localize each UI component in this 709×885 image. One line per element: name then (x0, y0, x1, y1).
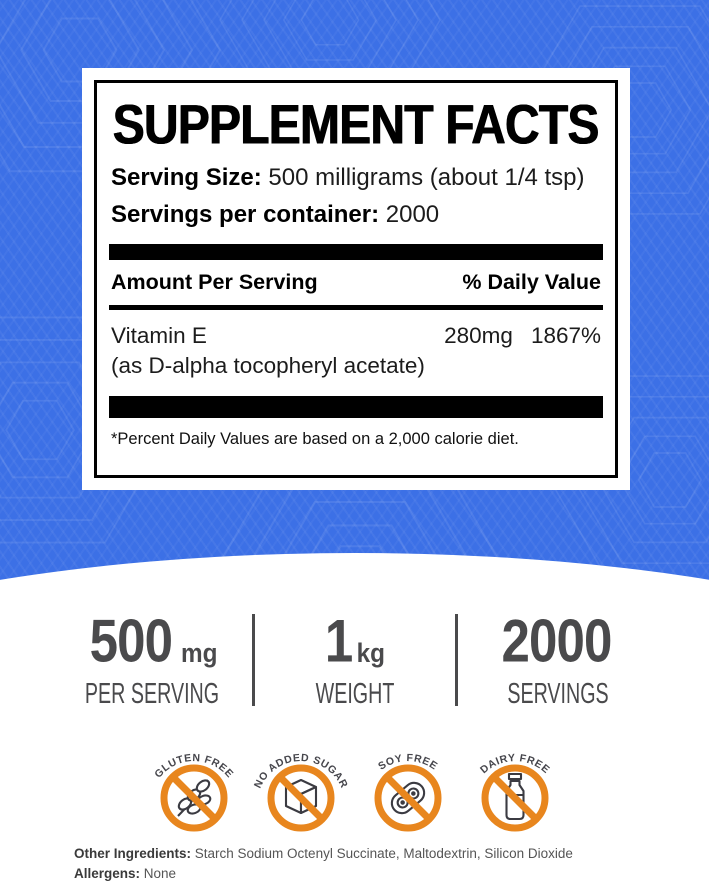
divider-bar-thick (109, 244, 603, 260)
nutrient-amount: 280mg (444, 323, 513, 348)
stat-unit: kg (356, 638, 385, 668)
soy-free-badge: SOY FREE (374, 752, 442, 832)
hero-blue-background: SUPPLEMENT FACTS Serving Size: 500 milli… (0, 0, 709, 600)
other-ingredients-value: Starch Sodium Octenyl Succinate, Maltode… (191, 846, 573, 861)
servings-per-container-line: Servings per container: 2000 (111, 201, 601, 229)
ingredients-footer: Other Ingredients: Starch Sodium Octenyl… (74, 844, 709, 885)
stat-value: 500 (89, 607, 173, 676)
daily-value-footnote: *Percent Daily Values are based on a 2,0… (111, 430, 519, 448)
stat-caption: WEIGHT (315, 678, 394, 710)
supplement-facts-title: SUPPLEMENT FACTS (113, 93, 600, 156)
allergens-value: None (140, 866, 177, 882)
allergens-line: Allergens: None (74, 864, 709, 884)
supplement-facts-border-box: SUPPLEMENT FACTS Serving Size: 500 milli… (94, 80, 618, 478)
stat-unit: mg (180, 638, 218, 668)
allergens-label: Allergens: (74, 866, 141, 882)
nutrient-name: Vitamin E (111, 323, 207, 348)
divider-bar-thick-bottom (109, 396, 603, 418)
stat-caption: PER SERVING (84, 678, 219, 710)
divider-rule-thin (109, 305, 603, 310)
amount-per-serving-header: Amount Per Serving (111, 270, 318, 294)
stat-servings: 2000 SERVINGS (460, 607, 656, 710)
servings-value: 2000 (379, 201, 440, 228)
other-ingredients-label: Other Ingredients: (74, 846, 192, 861)
daily-value-header: % Daily Value (462, 270, 601, 294)
curved-white-divider (0, 553, 709, 600)
stat-divider (251, 614, 255, 706)
servings-label: Servings per container: (111, 201, 380, 228)
serving-size-value: 500 milligrams (about 1/4 tsp) (261, 164, 585, 191)
stat-caption: SERVINGS (506, 678, 609, 710)
nutrient-source-note: (as D-alpha tocopheryl acetate) (111, 353, 425, 378)
other-ingredients-line: Other Ingredients: Starch Sodium Octenyl… (74, 844, 709, 864)
nutrient-row: Vitamin E 280mg 1867% (111, 323, 601, 349)
dairy-free-badge: DAIRY FREE (478, 752, 551, 832)
serving-size-label: Serving Size: (111, 164, 262, 191)
no-added-sugar-badge: NO ADDED SUGAR (252, 752, 350, 832)
facts-header-row: Amount Per Serving % Daily Value (111, 270, 601, 295)
stat-weight: 1 kg WEIGHT (257, 607, 453, 710)
free-from-badges: GLUTEN FREE NO ADDED SUGAR SOY FREE (0, 728, 709, 838)
supplement-facts-card: SUPPLEMENT FACTS Serving Size: 500 milli… (82, 68, 630, 490)
stat-value: 2000 (501, 607, 613, 676)
nutrient-daily-value: 1867% (530, 323, 601, 348)
gluten-free-badge: GLUTEN FREE (152, 752, 235, 832)
stat-divider (454, 614, 458, 706)
stat-per-serving: 500 mg PER SERVING (54, 607, 250, 710)
stat-value: 1 (324, 607, 352, 676)
stats-row: 500 mg PER SERVING 1 kg WEIGHT 2000 SERVIN… (0, 607, 709, 710)
serving-size-line: Serving Size: 500 milligrams (about 1/4 … (111, 164, 601, 192)
